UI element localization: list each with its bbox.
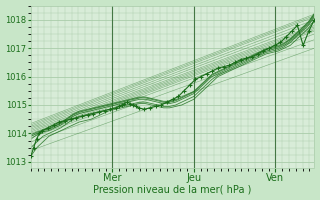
X-axis label: Pression niveau de la mer( hPa ): Pression niveau de la mer( hPa )	[93, 184, 252, 194]
